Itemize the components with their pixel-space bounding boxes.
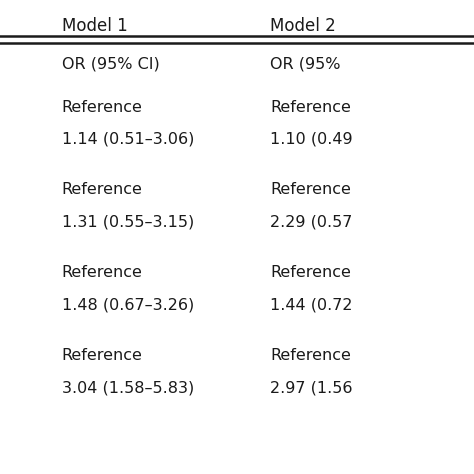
Text: 1.14 (0.51–3.06): 1.14 (0.51–3.06) — [62, 132, 194, 147]
Text: Reference: Reference — [62, 265, 143, 281]
Text: Model 2: Model 2 — [270, 17, 336, 35]
Text: OR (95% CI): OR (95% CI) — [62, 57, 159, 72]
Text: 3.04 (1.58–5.83): 3.04 (1.58–5.83) — [62, 381, 194, 396]
Text: 1.44 (0.72: 1.44 (0.72 — [270, 298, 353, 313]
Text: 2.97 (1.56: 2.97 (1.56 — [270, 381, 353, 396]
Text: Reference: Reference — [270, 348, 351, 364]
Text: 1.31 (0.55–3.15): 1.31 (0.55–3.15) — [62, 215, 194, 230]
Text: Reference: Reference — [270, 265, 351, 281]
Text: Reference: Reference — [62, 100, 143, 115]
Text: 1.10 (0.49: 1.10 (0.49 — [270, 132, 353, 147]
Text: Reference: Reference — [270, 182, 351, 198]
Text: 1.48 (0.67–3.26): 1.48 (0.67–3.26) — [62, 298, 194, 313]
Text: Reference: Reference — [270, 100, 351, 115]
Text: 2.29 (0.57: 2.29 (0.57 — [270, 215, 353, 230]
Text: Model 1: Model 1 — [62, 17, 128, 35]
Text: OR (95%: OR (95% — [270, 57, 341, 72]
Text: Reference: Reference — [62, 348, 143, 364]
Text: Reference: Reference — [62, 182, 143, 198]
